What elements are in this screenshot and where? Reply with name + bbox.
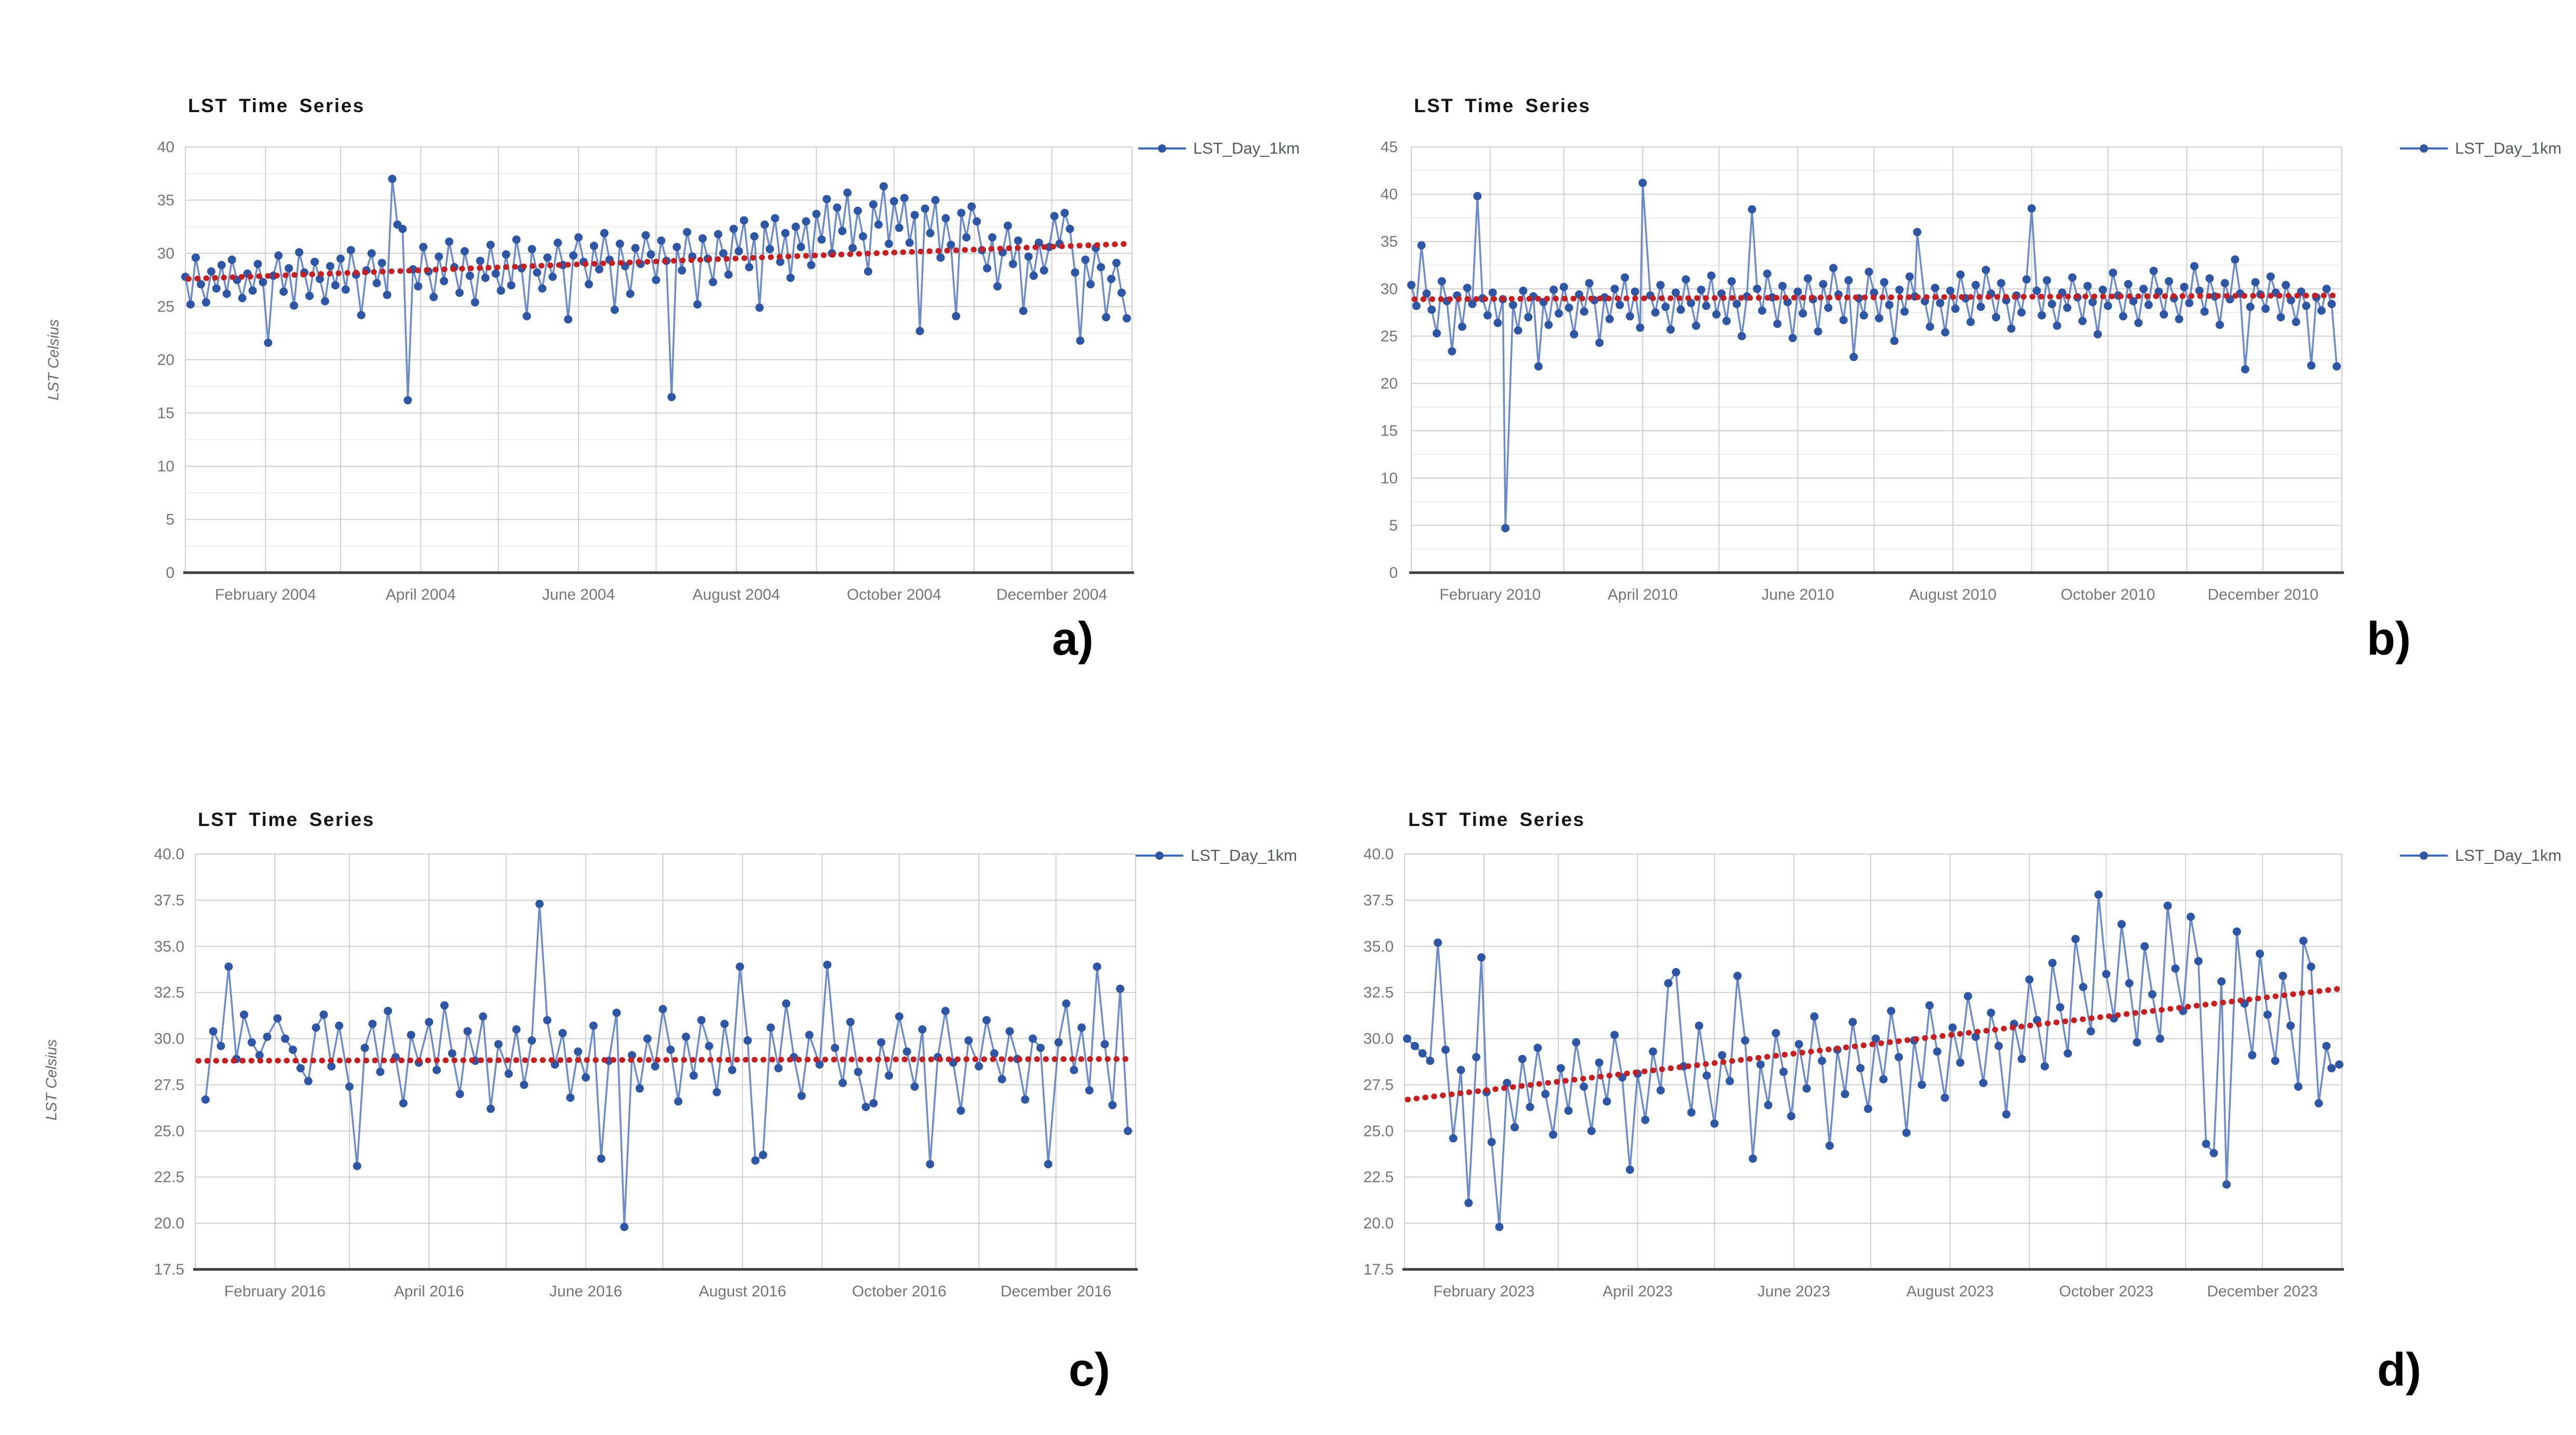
svg-text:40: 40: [157, 139, 174, 156]
svg-text:35: 35: [1381, 233, 1398, 250]
chart-c-legend: LST_Day_1km: [1135, 846, 1297, 865]
legend-series-line-icon: [1136, 851, 1183, 860]
svg-text:17.5: 17.5: [154, 1261, 184, 1278]
legend-label: LST_Day_1km: [1193, 139, 1300, 157]
subplot-label-d: d): [2377, 1344, 2421, 1396]
svg-text:August 2023: August 2023: [1906, 1283, 1993, 1300]
svg-text:32.5: 32.5: [1364, 984, 1394, 1001]
chart-a-legend: LST_Day_1km: [1137, 139, 1300, 158]
svg-text:0: 0: [166, 564, 174, 581]
subplot-label-a: a): [1052, 613, 1094, 665]
svg-text:15: 15: [1381, 423, 1398, 440]
svg-text:35.0: 35.0: [1364, 938, 1394, 955]
svg-text:February 2016: February 2016: [224, 1283, 326, 1300]
svg-text:40.0: 40.0: [1364, 846, 1394, 863]
svg-text:June 2010: June 2010: [1761, 586, 1834, 603]
svg-text:5: 5: [1389, 517, 1398, 534]
svg-text:25: 25: [157, 299, 174, 316]
legend-label: LST_Day_1km: [2455, 846, 2562, 864]
svg-text:30.0: 30.0: [1364, 1031, 1394, 1048]
svg-text:October 2023: October 2023: [2059, 1283, 2153, 1300]
svg-text:October 2016: October 2016: [852, 1283, 947, 1300]
svg-text:August 2004: August 2004: [693, 586, 780, 603]
svg-text:22.5: 22.5: [1364, 1169, 1394, 1186]
svg-text:April 2010: April 2010: [1608, 586, 1678, 603]
svg-text:27.5: 27.5: [154, 1076, 184, 1093]
chart-c-y-axis-title: LST Celsius: [43, 1039, 60, 1121]
svg-text:37.5: 37.5: [1364, 892, 1394, 909]
svg-text:20: 20: [157, 351, 174, 369]
legend-series-line-icon: [2400, 851, 2448, 860]
svg-text:40.0: 40.0: [154, 846, 184, 863]
svg-text:32.5: 32.5: [154, 984, 184, 1001]
svg-text:30: 30: [157, 245, 174, 262]
chart-b-legend: LST_Day_1km: [2399, 139, 2561, 158]
svg-text:5: 5: [166, 511, 174, 529]
svg-text:December 2016: December 2016: [1001, 1283, 1111, 1300]
legend-series-line-icon: [2400, 144, 2448, 153]
svg-text:20: 20: [1381, 375, 1398, 392]
svg-text:22.5: 22.5: [154, 1169, 184, 1186]
chart-d-legend: LST_Day_1km: [2399, 846, 2561, 865]
svg-text:20.0: 20.0: [1364, 1215, 1394, 1232]
svg-text:27.5: 27.5: [1364, 1076, 1394, 1093]
svg-text:25.0: 25.0: [154, 1122, 184, 1140]
chart-a-y-axis-title: LST Celsius: [45, 319, 62, 401]
svg-text:40: 40: [1381, 186, 1398, 203]
svg-text:April 2023: April 2023: [1602, 1283, 1673, 1300]
svg-text:30.0: 30.0: [154, 1031, 184, 1048]
svg-text:0: 0: [1389, 564, 1398, 581]
svg-text:December 2004: December 2004: [996, 586, 1107, 603]
svg-text:December 2010: December 2010: [2207, 586, 2318, 603]
svg-text:10: 10: [157, 458, 174, 475]
svg-text:30: 30: [1381, 280, 1398, 297]
svg-text:37.5: 37.5: [154, 892, 184, 909]
svg-text:February 2010: February 2010: [1439, 586, 1541, 603]
svg-text:35: 35: [157, 192, 174, 209]
svg-text:25: 25: [1381, 328, 1398, 345]
svg-text:15: 15: [157, 405, 174, 422]
legend-series-line-icon: [1138, 144, 1186, 153]
legend-label: LST_Day_1km: [2455, 139, 2562, 157]
svg-text:October 2010: October 2010: [2061, 586, 2155, 603]
subplot-label-b: b): [2367, 613, 2411, 665]
svg-text:December 2023: December 2023: [2207, 1283, 2317, 1300]
subplot-label-c: c): [1069, 1344, 1111, 1396]
svg-text:45: 45: [1381, 139, 1398, 156]
chart-c-title: LST Time Series: [198, 809, 375, 830]
svg-text:April 2016: April 2016: [394, 1283, 464, 1300]
svg-text:February 2023: February 2023: [1433, 1283, 1534, 1300]
svg-text:February 2004: February 2004: [215, 586, 316, 603]
svg-text:35.0: 35.0: [154, 938, 184, 955]
svg-text:June 2004: June 2004: [542, 586, 615, 603]
svg-text:August 2010: August 2010: [1909, 586, 1997, 603]
svg-text:June 2023: June 2023: [1758, 1283, 1830, 1300]
svg-text:17.5: 17.5: [1364, 1261, 1394, 1278]
svg-text:20.0: 20.0: [154, 1215, 184, 1232]
svg-text:10: 10: [1381, 470, 1398, 487]
svg-text:25.0: 25.0: [1364, 1122, 1394, 1140]
chart-b-title: LST Time Series: [1414, 95, 1591, 116]
svg-text:August 2016: August 2016: [699, 1283, 786, 1300]
legend-label: LST_Day_1km: [1191, 846, 1298, 864]
chart-d-title: LST Time Series: [1408, 809, 1585, 830]
svg-text:June 2016: June 2016: [549, 1283, 622, 1300]
svg-text:October 2004: October 2004: [847, 586, 941, 603]
chart-a-title: LST Time Series: [188, 95, 365, 116]
svg-text:April 2004: April 2004: [386, 586, 456, 603]
